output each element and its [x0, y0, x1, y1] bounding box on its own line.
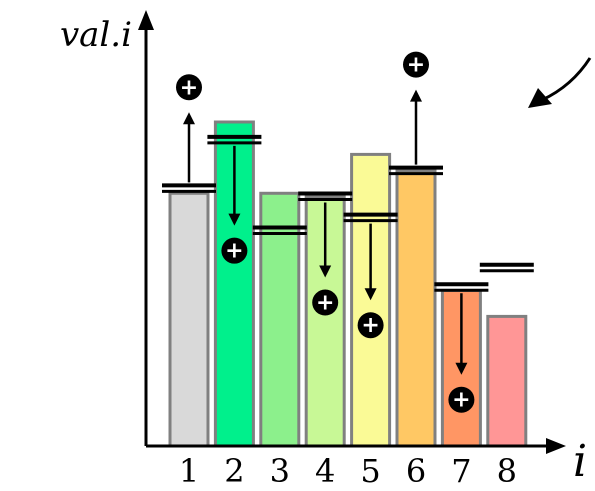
plus-circle-6: [403, 51, 429, 78]
arrow-head-7: [455, 362, 468, 375]
tick-label-1: 1: [179, 452, 199, 486]
arrow-head-1: [183, 112, 195, 125]
axes-layer: val.i i: [60, 10, 592, 487]
x-axis-label: i: [573, 436, 587, 486]
tick-label-8: 8: [497, 452, 517, 486]
markers-layer: + + + + + +: [162, 51, 534, 413]
bar-8: [486, 314, 528, 448]
tick-label-2: 2: [224, 452, 244, 486]
arrow-head-5: [364, 288, 377, 301]
arrow-head-6: [410, 89, 422, 102]
tick-label-7: 7: [451, 452, 471, 486]
arrow-head-2: [228, 213, 241, 226]
plus-circle-7: [448, 386, 475, 413]
bar-3: [259, 191, 301, 448]
plus-circle-2: [221, 237, 248, 264]
bars-layer: [168, 120, 528, 448]
plus-sign-2: +: [225, 239, 243, 264]
bar-6: [395, 169, 437, 448]
plus-sign-6: +: [407, 53, 425, 78]
tick-label-4: 4: [315, 452, 335, 486]
plus-sign-4: +: [316, 291, 334, 316]
plus-circle-4: [312, 289, 339, 316]
pointer-arrow-head: [528, 88, 552, 108]
plus-sign-7: +: [452, 388, 470, 413]
y-axis-arrowhead: [138, 10, 154, 30]
tick-label-5: 5: [360, 452, 380, 486]
tick-label-3: 3: [270, 452, 290, 486]
plus-circle-5: [357, 312, 384, 339]
arrow-head-4: [319, 265, 332, 278]
plus-circle-1: [176, 74, 202, 101]
plus-sign-1: +: [180, 75, 198, 100]
x-axis-arrowhead: [546, 438, 566, 454]
tick-label-6: 6: [406, 452, 426, 486]
bar-1: [168, 191, 210, 448]
y-axis-label: val.i: [60, 15, 132, 55]
plus-sign-5: +: [361, 313, 379, 338]
bar-4: [304, 195, 346, 448]
pointer-arrow-shaft: [541, 57, 592, 102]
